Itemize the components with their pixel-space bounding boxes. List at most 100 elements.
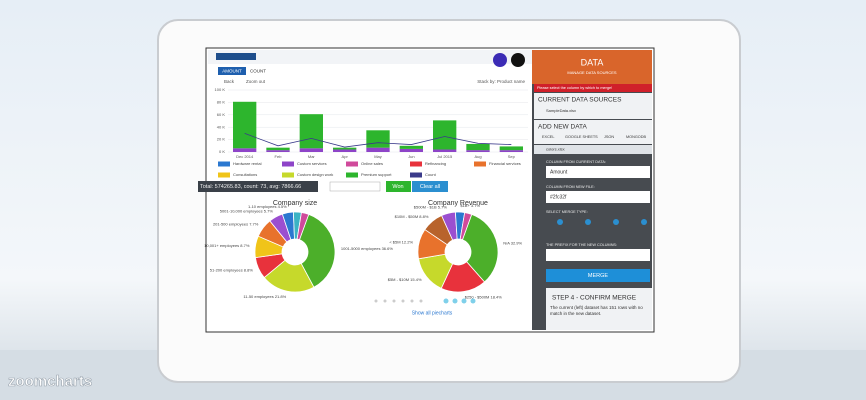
- select[interactable]: [546, 166, 650, 178]
- dot[interactable]: [392, 299, 396, 303]
- clear-label: Clear all: [420, 184, 440, 190]
- status-bar: [198, 181, 318, 192]
- legend-label: Premium support: [361, 172, 392, 177]
- legend-label: Refinancing: [425, 161, 446, 166]
- panel-title: DATA: [581, 57, 604, 67]
- legend-label: Online sales: [361, 161, 383, 166]
- tab-label: AMOUNT: [222, 69, 242, 74]
- file-row: [534, 145, 652, 154]
- stack-by[interactable]: Stack by: Product name: [477, 79, 525, 84]
- y-tick-label: 60 K: [217, 112, 226, 117]
- dot[interactable]: [470, 298, 476, 304]
- bar: [366, 147, 390, 152]
- bar: [399, 148, 423, 152]
- y-tick-label: 100 K: [215, 87, 226, 92]
- pager: [374, 298, 476, 304]
- select-value: Amount: [550, 169, 568, 175]
- source-tab[interactable]: EXCEL: [542, 135, 554, 139]
- dot[interactable]: [401, 299, 405, 303]
- select[interactable]: [546, 191, 650, 203]
- merge-option[interactable]: [613, 219, 619, 225]
- slice-label: $250 - $500M 18.4%: [465, 295, 503, 300]
- dot[interactable]: [443, 298, 449, 304]
- section: [546, 288, 652, 330]
- slice-label: 10,001+ employees 8.7%: [204, 243, 250, 248]
- slice-label: 11-50 employees 21.8%: [243, 294, 286, 299]
- legend-swatch: [282, 161, 294, 167]
- search-box[interactable]: [329, 181, 381, 192]
- slice-label: $5M - $10M 15.4%: [388, 277, 422, 282]
- watermark: zoomcharts: [8, 373, 92, 390]
- source-tab[interactable]: JSON: [604, 135, 614, 139]
- y-tick-label: 0 K: [219, 149, 225, 154]
- x-tick-label: Jun: [408, 154, 414, 159]
- legend-swatch: [410, 161, 422, 167]
- won-label: Won: [392, 184, 403, 190]
- source-tab[interactable]: MONGODB: [626, 135, 647, 139]
- won-button[interactable]: [386, 181, 411, 192]
- slice-label: 1001-5000 employees 36.6%: [341, 246, 393, 251]
- merge-option[interactable]: [557, 219, 563, 225]
- bar: [299, 148, 323, 152]
- legend-label: Hardware rental: [233, 161, 262, 166]
- file-name: SampleData.xlsx: [546, 108, 576, 113]
- bar: [433, 120, 457, 150]
- field-label: COLUMN FROM NEW FILE:: [546, 185, 595, 189]
- select-value: #2fc32f: [550, 194, 567, 200]
- step-title: STEP 4 - CONFIRM MERGE: [552, 295, 637, 302]
- tab[interactable]: [218, 67, 246, 75]
- pie-slice: [459, 212, 473, 241]
- dot[interactable]: [452, 298, 458, 304]
- merge-option[interactable]: [641, 219, 647, 225]
- x-tick-label: Dec 2014: [236, 154, 254, 159]
- legend-label: Financial services: [489, 161, 521, 166]
- button[interactable]: [493, 53, 507, 67]
- zoom-out[interactable]: Zoom out: [246, 79, 266, 84]
- bar: [466, 150, 490, 152]
- section-title: ADD NEW DATA: [538, 124, 588, 131]
- show-all[interactable]: Show all piecharts: [412, 310, 453, 316]
- bar: [299, 114, 323, 149]
- dot[interactable]: [461, 298, 467, 304]
- bar: [399, 145, 423, 149]
- count-line: [244, 133, 512, 148]
- dot[interactable]: [374, 299, 378, 303]
- pie-title: Company size: [273, 200, 317, 207]
- bar: [233, 148, 257, 152]
- input[interactable]: [546, 249, 650, 261]
- x-tick-label: Apr: [342, 154, 349, 159]
- x-tick-label: Sep: [508, 154, 516, 159]
- legend-swatch: [346, 161, 358, 167]
- slice-label: $500M - $1B 5.7%: [414, 204, 448, 209]
- x-tick-label: Feb: [275, 154, 283, 159]
- legend-label: Custom services: [297, 161, 327, 166]
- merge-option[interactable]: [585, 219, 591, 225]
- bar: [433, 149, 457, 152]
- legend-swatch: [218, 172, 230, 178]
- x-tick-label: May: [374, 154, 382, 159]
- source-tab[interactable]: GOOGLE SHEETS: [565, 135, 598, 139]
- pie-slice: [298, 213, 336, 288]
- slice-label: $10M - $50M 8.8%: [395, 214, 429, 219]
- slice-label: 201-500 employees 7.7%: [213, 221, 259, 226]
- slice-label: $1B+ 3.7%: [460, 203, 480, 208]
- bar: [333, 147, 357, 150]
- panel-header: [532, 50, 652, 84]
- x-tick-label: Jul 2015: [437, 154, 453, 159]
- field-label: SELECT MERGE TYPE:: [546, 210, 588, 214]
- dot[interactable]: [383, 299, 387, 303]
- dot[interactable]: [419, 299, 423, 303]
- clear-button[interactable]: [412, 181, 448, 192]
- legend-label: Consultations: [233, 172, 257, 177]
- legend-swatch: [282, 172, 294, 178]
- pie-title: Company Revenue: [428, 200, 488, 207]
- button[interactable]: [511, 53, 525, 67]
- bar: [499, 146, 523, 151]
- dot[interactable]: [410, 299, 414, 303]
- merge-button[interactable]: [546, 269, 650, 282]
- back[interactable]: Back: [224, 79, 235, 84]
- warning-bar: [534, 84, 652, 92]
- legend-swatch: [346, 172, 358, 178]
- warning: Please select the column by which to mer…: [537, 86, 612, 90]
